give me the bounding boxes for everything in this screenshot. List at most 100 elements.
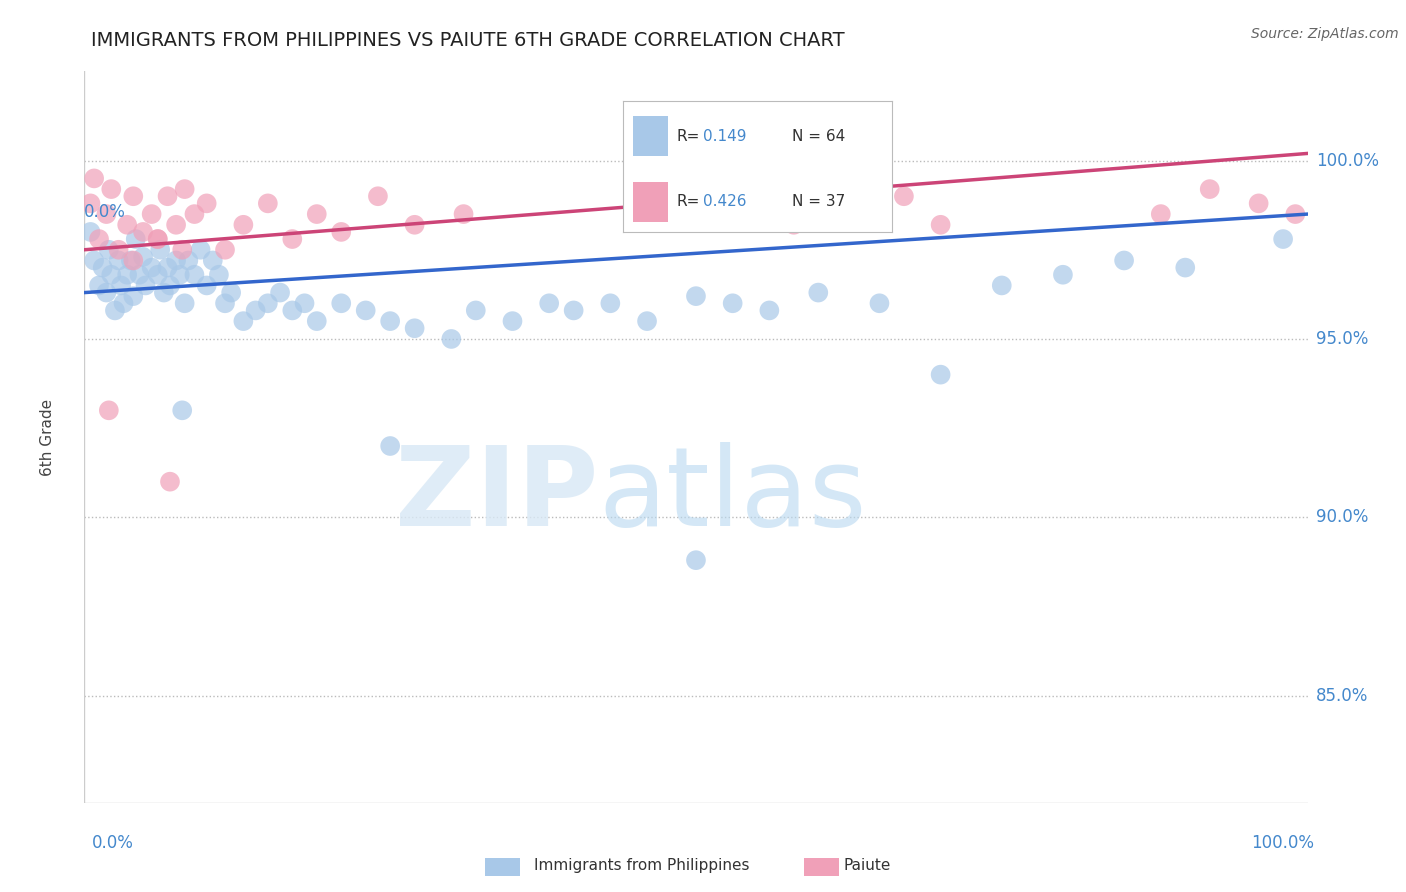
Point (122, 253, 145, 268)
Point (1198, 182, 1220, 196)
Text: 0.0%: 0.0% (91, 834, 134, 852)
Point (1284, 207, 1306, 221)
Point (380, 439, 402, 453)
Point (110, 278, 132, 293)
Point (141, 260, 163, 275)
Point (141, 207, 163, 221)
Text: 85.0%: 85.0% (1316, 687, 1368, 705)
Point (132, 225, 155, 239)
Point (79, 196, 101, 211)
Point (172, 243, 194, 257)
Point (146, 268, 169, 282)
Point (195, 196, 218, 211)
Point (183, 268, 205, 282)
Point (146, 232, 169, 246)
Point (97, 243, 120, 257)
Point (173, 182, 195, 196)
Text: 100.0%: 100.0% (1251, 834, 1315, 852)
Point (929, 218, 952, 232)
Point (149, 243, 172, 257)
Point (83, 253, 105, 268)
Point (165, 218, 187, 232)
Point (208, 268, 231, 282)
Point (1150, 207, 1173, 221)
Text: Paiute: Paiute (844, 858, 891, 872)
Point (404, 218, 426, 232)
Text: ZIP: ZIP (395, 442, 598, 549)
Point (159, 278, 181, 293)
Point (115, 268, 138, 282)
Point (380, 314, 402, 328)
Point (100, 182, 122, 196)
Point (305, 314, 328, 328)
Point (172, 403, 194, 417)
Point (856, 207, 879, 221)
Point (96, 207, 118, 221)
Point (156, 189, 179, 203)
Point (893, 189, 915, 203)
Point (173, 296, 195, 310)
Point (685, 553, 707, 567)
Point (538, 296, 561, 310)
Text: Immigrants from Philippines: Immigrants from Philippines (534, 858, 749, 872)
Point (190, 243, 212, 257)
Point (232, 218, 254, 232)
Point (214, 296, 236, 310)
Point (929, 368, 952, 382)
Point (636, 314, 658, 328)
Point (219, 285, 242, 300)
Point (159, 475, 181, 489)
Point (96, 285, 118, 300)
Point (294, 296, 316, 310)
Text: 100.0%: 100.0% (1316, 152, 1379, 169)
Text: 6th Grade: 6th Grade (41, 399, 55, 475)
Text: 95.0%: 95.0% (1316, 330, 1368, 348)
Text: atlas: atlas (598, 442, 866, 549)
Point (1052, 268, 1074, 282)
Point (146, 232, 169, 246)
Point (758, 303, 780, 318)
Point (1247, 196, 1270, 211)
Point (195, 278, 218, 293)
Point (120, 253, 142, 268)
Point (367, 189, 389, 203)
Point (281, 303, 304, 318)
Point (115, 218, 138, 232)
Point (1114, 253, 1136, 268)
Point (83, 171, 105, 186)
Point (685, 289, 707, 303)
Point (783, 218, 806, 232)
Point (807, 285, 830, 300)
Point (153, 285, 176, 300)
Point (1272, 232, 1295, 246)
Point (135, 278, 157, 293)
Point (1174, 260, 1197, 275)
Point (132, 250, 155, 264)
Point (201, 253, 224, 268)
Point (354, 303, 377, 318)
Point (79, 225, 101, 239)
Point (257, 196, 280, 211)
Point (100, 268, 122, 282)
Point (156, 260, 179, 275)
Point (107, 243, 129, 257)
Point (245, 303, 267, 318)
Point (599, 296, 621, 310)
Point (269, 285, 291, 300)
Text: Source: ZipAtlas.com: Source: ZipAtlas.com (1251, 27, 1399, 41)
Point (281, 232, 304, 246)
Point (562, 303, 585, 318)
Point (112, 296, 135, 310)
Point (721, 296, 744, 310)
Point (330, 225, 353, 239)
Point (169, 268, 191, 282)
Point (183, 207, 205, 221)
Point (991, 278, 1014, 293)
Point (125, 232, 148, 246)
Point (177, 253, 200, 268)
Point (87, 232, 110, 246)
Point (107, 253, 129, 268)
Point (330, 296, 353, 310)
Point (97, 403, 120, 417)
Point (502, 314, 524, 328)
